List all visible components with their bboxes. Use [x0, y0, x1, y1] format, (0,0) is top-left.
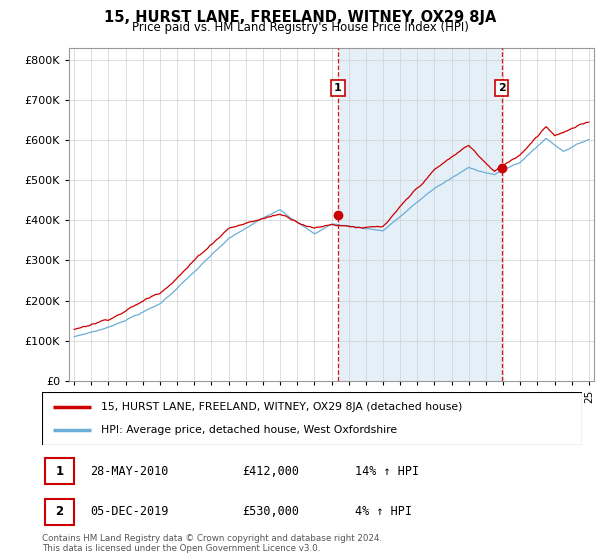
Text: 2: 2 — [498, 83, 506, 93]
Text: £530,000: £530,000 — [242, 505, 299, 518]
Text: 4% ↑ HPI: 4% ↑ HPI — [355, 505, 412, 518]
Text: 1: 1 — [55, 465, 64, 478]
Text: 14% ↑ HPI: 14% ↑ HPI — [355, 465, 419, 478]
Text: 2: 2 — [55, 505, 64, 518]
Text: 15, HURST LANE, FREELAND, WITNEY, OX29 8JA (detached house): 15, HURST LANE, FREELAND, WITNEY, OX29 8… — [101, 402, 463, 412]
Text: Price paid vs. HM Land Registry's House Price Index (HPI): Price paid vs. HM Land Registry's House … — [131, 21, 469, 34]
Text: 28-MAY-2010: 28-MAY-2010 — [91, 465, 169, 478]
Bar — [45, 499, 74, 525]
Text: 05-DEC-2019: 05-DEC-2019 — [91, 505, 169, 518]
Text: £412,000: £412,000 — [242, 465, 299, 478]
Bar — [45, 458, 74, 484]
Text: 1: 1 — [334, 83, 342, 93]
Text: 15, HURST LANE, FREELAND, WITNEY, OX29 8JA: 15, HURST LANE, FREELAND, WITNEY, OX29 8… — [104, 10, 496, 25]
Text: HPI: Average price, detached house, West Oxfordshire: HPI: Average price, detached house, West… — [101, 425, 398, 435]
Text: Contains HM Land Registry data © Crown copyright and database right 2024.
This d: Contains HM Land Registry data © Crown c… — [42, 534, 382, 553]
